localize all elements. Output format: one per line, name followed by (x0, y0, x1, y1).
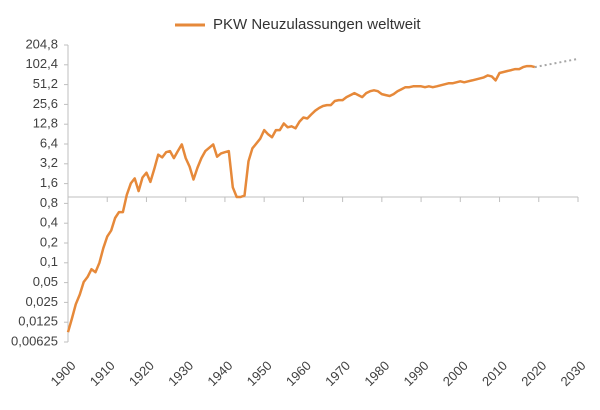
y-tick-label: 1,6 (40, 175, 58, 190)
y-tick-label: 0,05 (33, 274, 58, 289)
x-tick-label: 1960 (283, 358, 314, 389)
x-tick-label: 1910 (87, 358, 118, 389)
y-tick-label: 6,4 (40, 135, 58, 150)
series-line (66, 64, 536, 333)
y-tick-label: 3,2 (40, 155, 58, 170)
x-tick-label: 1940 (204, 358, 235, 389)
x-tick-label: 1900 (47, 358, 78, 389)
y-tick-label: 0,8 (40, 195, 58, 210)
x-tick-label: 1930 (165, 358, 196, 389)
y-tick-label: 0,4 (40, 215, 58, 230)
x-tick-label: 1920 (126, 358, 157, 389)
y-tick-label: 204,8 (25, 36, 58, 51)
y-tick-label: 51,2 (33, 76, 58, 91)
y-tick-label: 0,1 (40, 254, 58, 269)
y-tick-label: 0,025 (25, 294, 58, 309)
y-tick-label: 25,6 (33, 96, 58, 111)
y-tick-label: 12,8 (33, 116, 58, 131)
legend-text: PKW Neuzulassungen weltweit (213, 16, 421, 33)
x-tick-label: 1970 (322, 358, 353, 389)
x-tick-label: 1950 (244, 358, 275, 389)
x-tick-label: 2000 (440, 358, 471, 389)
trend-line (534, 57, 579, 69)
x-tick-label: 1980 (361, 358, 392, 389)
x-tick-label: 2020 (518, 358, 549, 389)
x-tick-label: 1990 (401, 358, 432, 389)
y-tick-label: 0,00625 (11, 333, 58, 348)
y-tick-label: 102,4 (25, 56, 58, 71)
x-tick-label: 2030 (557, 358, 588, 389)
x-tick-label: 2010 (479, 358, 510, 389)
y-tick-label: 0,0125 (18, 314, 58, 329)
y-tick-label: 0,2 (40, 234, 58, 249)
